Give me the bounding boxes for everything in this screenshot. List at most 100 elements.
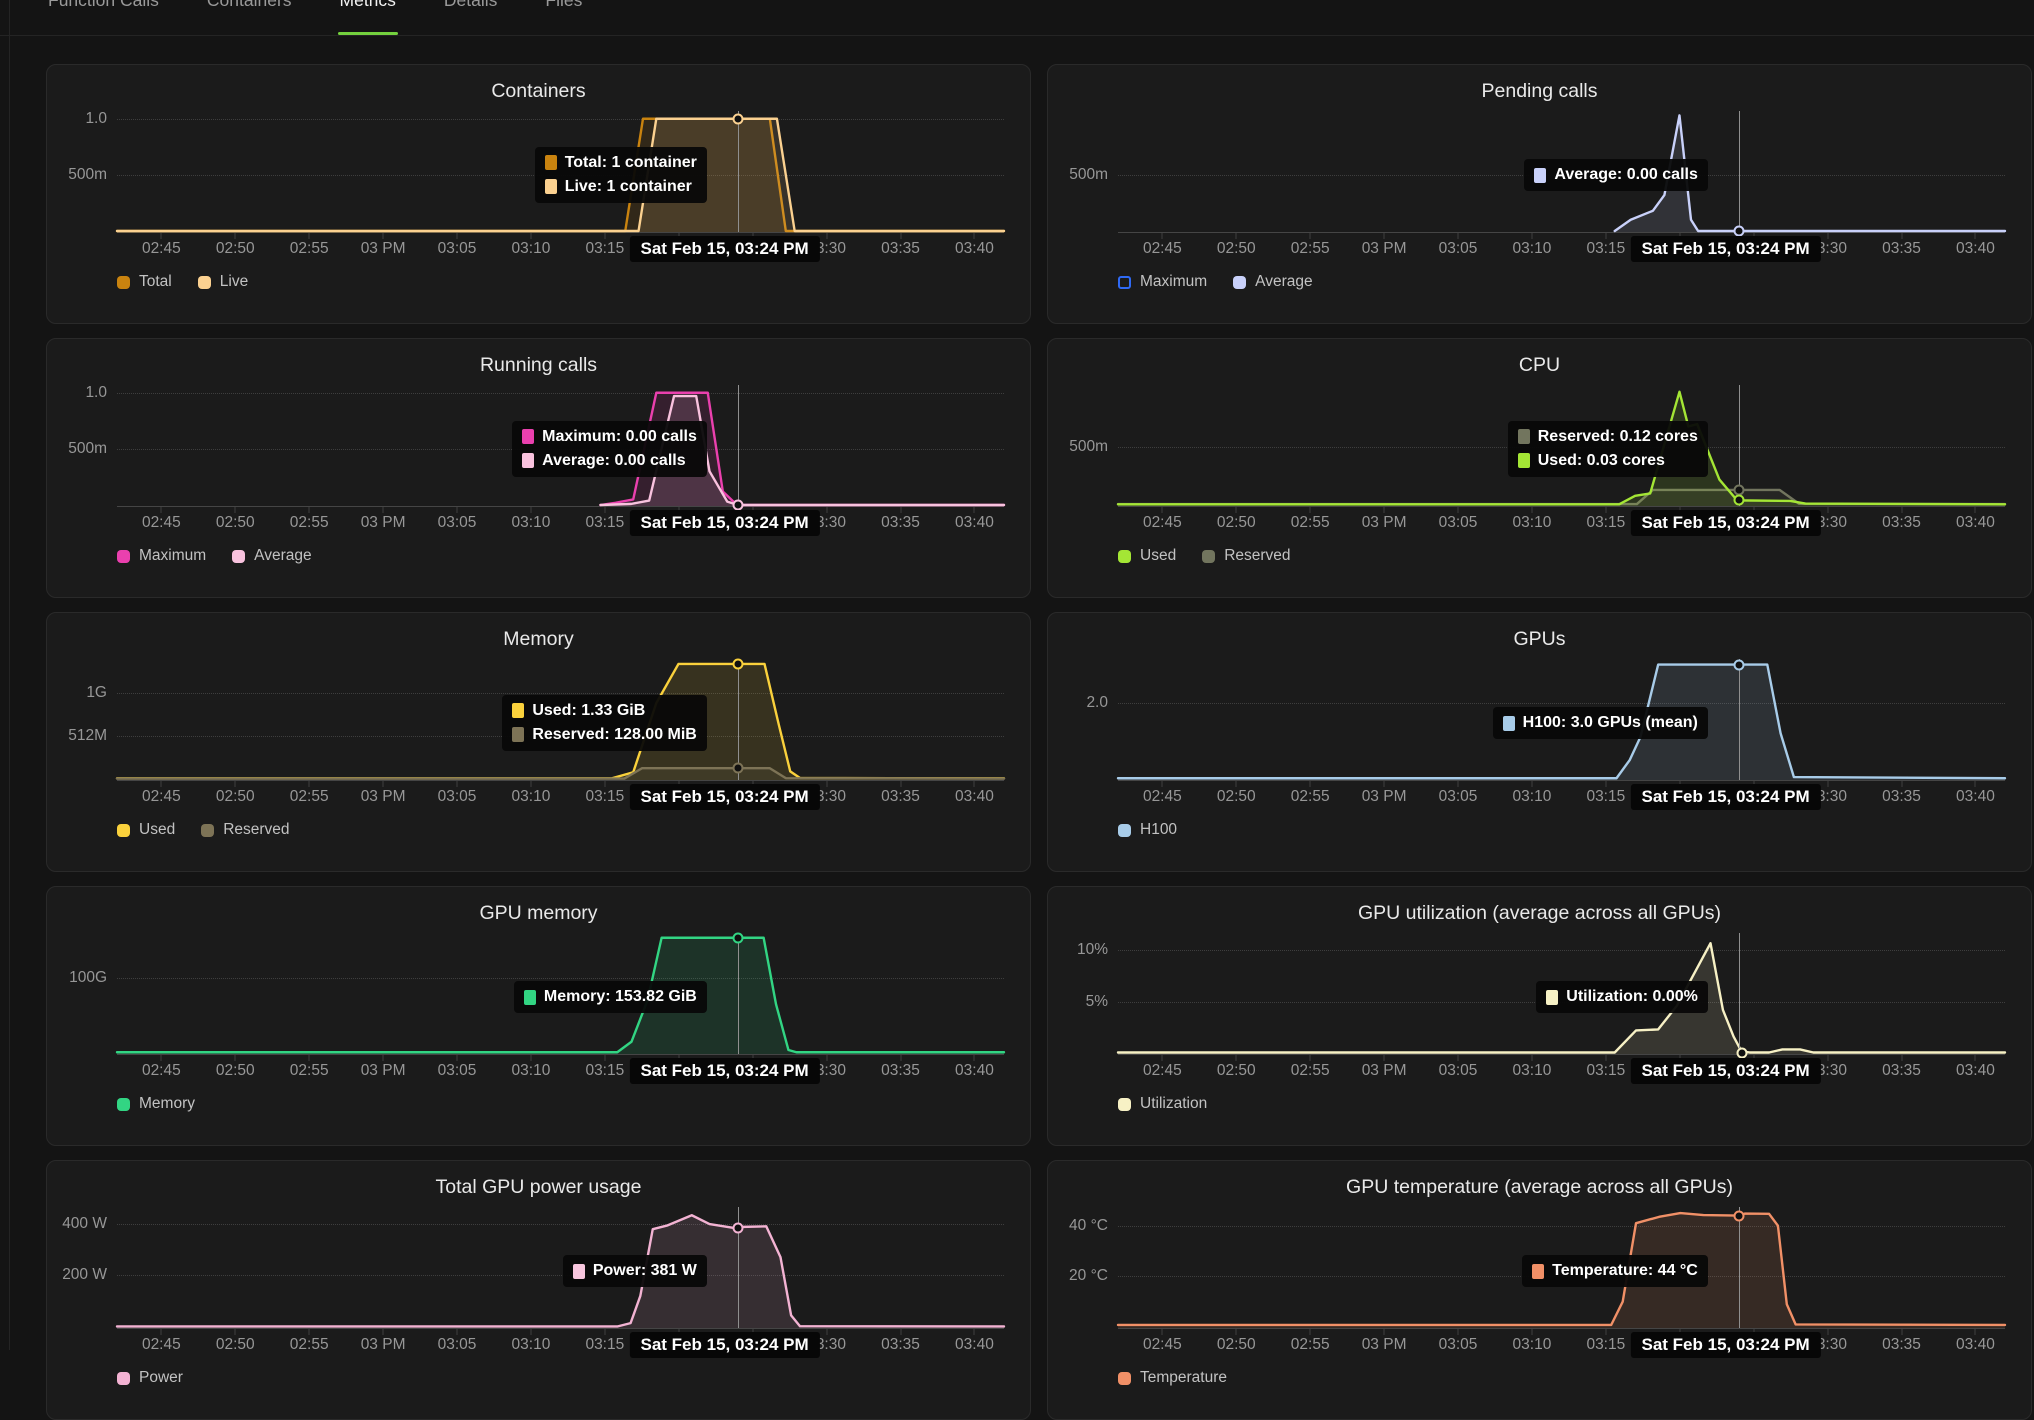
x-tick-mark [1235, 781, 1237, 787]
tab-containers[interactable]: Containers [207, 0, 292, 35]
chart-title: GPU utilization (average across all GPUs… [1357, 902, 1722, 924]
tab-metrics[interactable]: Metrics [337, 0, 398, 35]
time-label: Sat Feb 15, 03:24 PM [1630, 1058, 1821, 1084]
x-tick-mark [1974, 1055, 1976, 1061]
legend-item-memory[interactable]: Memory [117, 1095, 195, 1113]
crosshair-line [1738, 385, 1740, 506]
plot-area[interactable]: Reserved: 0.12 cores Used: 0.03 cores [1118, 385, 2005, 507]
plot-area[interactable]: Temperature: 44 °C [1118, 1207, 2005, 1329]
chart-title: GPU temperature (average across all GPUs… [1346, 1176, 1733, 1198]
tooltip-series-swatch [544, 155, 557, 171]
x-tick-label: 03:35 [1882, 240, 1921, 257]
plot-row: 1.0 500m Maximum: 0.00 calls Average: 0.00 … [47, 384, 1004, 511]
legend-item-used[interactable]: Used [1118, 547, 1176, 565]
legend-label: Total [139, 273, 172, 290]
plot-row: 10% 5% Utilization: 0.00% [1048, 933, 2005, 1059]
plot-area[interactable]: Maximum: 0.00 calls Average: 0.00 calls [117, 385, 1004, 511]
tab-files[interactable]: Files [545, 0, 582, 35]
x-tick-label: 02:55 [1290, 1062, 1330, 1079]
x-tick-mark [530, 1329, 532, 1335]
x-tick-mark [826, 507, 828, 513]
legend-item-temperature[interactable]: Temperature [1118, 1369, 1227, 1387]
tooltip-text: Temperature: 44 °C [1552, 1262, 1698, 1280]
crosshair-line [737, 1207, 739, 1328]
legend-item-reserved[interactable]: Reserved [1202, 547, 1291, 565]
x-tick-mark [1309, 1329, 1311, 1335]
plot-area[interactable]: Used: 1.33 GiB Reserved: 128.00 MiB [117, 658, 1004, 781]
tooltip-text: Average: 0.00 calls [1554, 166, 1698, 184]
legend-item-used[interactable]: Used [117, 821, 175, 839]
gridline [117, 978, 1004, 980]
chart-title: GPUs [1513, 628, 1566, 650]
x-tick-label: 02:55 [1290, 514, 1330, 531]
tooltip-row: Maximum: 0.00 calls [522, 428, 697, 446]
x-tick-label: 03:15 [1586, 240, 1626, 257]
tooltip-row: Power: 381 W [572, 1262, 697, 1280]
tooltip-series-swatch [544, 179, 557, 195]
x-tick-mark [900, 1055, 901, 1061]
crosshair-line [1738, 933, 1740, 1054]
plot-area[interactable]: Total: 1 container Live: 1 container [117, 111, 1004, 233]
legend-swatch [117, 1097, 130, 1111]
tooltip: Utilization: 0.00% [1536, 981, 1708, 1014]
legend-item-maximum[interactable]: Maximum [1118, 273, 1207, 291]
x-tick-label: 02:45 [141, 514, 181, 531]
legend-item-reserved[interactable]: Reserved [201, 821, 290, 839]
legend: Memory [117, 1095, 1030, 1113]
series-svg [1118, 111, 2005, 232]
legend-item-maximum[interactable]: Maximum [117, 547, 206, 565]
y-tick-label: 1.0 [85, 109, 107, 127]
x-tick-label: 03:15 [1586, 1336, 1626, 1353]
plot-area[interactable]: Average: 0.00 calls [1118, 111, 2005, 237]
series-line-memory [117, 938, 1004, 1053]
legend-swatch [117, 275, 130, 289]
tooltip-text: Power: 381 W [592, 1262, 697, 1280]
x-tick-label: 02:45 [141, 788, 181, 805]
series-line-utilization [1118, 943, 2005, 1052]
plot-area[interactable]: Memory: 153.82 GiB [117, 932, 1004, 1055]
x-tick-label: 03:10 [511, 1062, 551, 1079]
tooltip-row: Average: 0.00 calls [522, 452, 697, 470]
x-tick-mark [308, 507, 310, 513]
time-label: Sat Feb 15, 03:24 PM [1630, 784, 1821, 810]
legend-item-h100[interactable]: H100 [1118, 821, 1177, 839]
plot-area[interactable]: Utilization: 0.00% [1118, 933, 2005, 1059]
x-tick-mark [973, 507, 975, 513]
x-tick-label: 02:45 [141, 1062, 181, 1079]
crosshair-line [737, 659, 739, 780]
x-tick-label: 02:50 [215, 1062, 255, 1079]
legend-label: Average [254, 547, 312, 564]
x-tick-label: 03:40 [955, 788, 994, 805]
tooltip-row: Reserved: 0.12 cores [1517, 428, 1698, 446]
x-tick-mark [1901, 781, 1902, 787]
tooltip-series-swatch [512, 703, 525, 719]
x-tick-label: 02:50 [215, 1336, 255, 1353]
legend-item-live[interactable]: Live [197, 273, 248, 291]
series-line-power [117, 1215, 1004, 1326]
legend-item-power[interactable]: Power [117, 1369, 183, 1387]
x-tick-label: 03:05 [437, 788, 477, 805]
legend: Total Live [117, 273, 1030, 291]
x-tick-mark [456, 507, 458, 513]
x-tick-label: 03:05 [1438, 514, 1478, 531]
tab-details[interactable]: Details [444, 0, 498, 35]
tooltip-text: Total: 1 container [564, 153, 697, 171]
legend-item-utilization[interactable]: Utilization [1118, 1095, 1207, 1113]
legend: Used Reserved [117, 821, 1030, 839]
legend-item-average[interactable]: Average [232, 547, 312, 565]
legend-item-total[interactable]: Total [117, 273, 172, 291]
tooltip-text: Average: 0.00 calls [542, 451, 686, 469]
x-tick-mark [1161, 1329, 1163, 1335]
tab-function-calls[interactable]: Function Calls [48, 0, 159, 35]
legend-swatch [117, 823, 130, 837]
time-label: Sat Feb 15, 03:24 PM [1630, 236, 1821, 262]
x-tick-label: 03:15 [585, 514, 625, 531]
x-tick-mark [1457, 233, 1459, 239]
tooltip-text: Maximum: 0.00 calls [542, 427, 697, 445]
legend-item-average[interactable]: Average [1233, 273, 1313, 291]
plot-area[interactable]: Power: 381 W [117, 1207, 1004, 1329]
x-tick-mark [234, 233, 236, 239]
plot-area[interactable]: H100: 3.0 GPUs (mean) [1118, 659, 2005, 781]
